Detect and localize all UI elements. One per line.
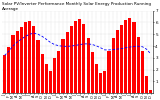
Bar	[87, 38, 90, 93]
Bar	[128, 18, 131, 93]
Bar	[24, 22, 27, 93]
Bar	[141, 51, 144, 93]
Bar	[107, 51, 111, 93]
Bar	[7, 47, 10, 93]
Bar	[116, 30, 119, 93]
Bar	[103, 71, 106, 93]
Bar	[41, 54, 44, 93]
Bar	[57, 51, 60, 93]
Bar	[66, 32, 69, 93]
Bar	[20, 27, 23, 93]
Bar	[112, 38, 115, 93]
Bar	[149, 90, 152, 93]
Bar	[3, 55, 6, 93]
Bar	[124, 20, 127, 93]
Bar	[28, 21, 31, 93]
Bar	[16, 31, 19, 93]
Bar	[11, 35, 15, 93]
Bar	[32, 26, 35, 93]
Bar	[91, 52, 94, 93]
Text: Solar PV/Inverter Performance Monthly Solar Energy Production Running Average: Solar PV/Inverter Performance Monthly So…	[2, 2, 151, 11]
Bar	[99, 72, 102, 93]
Bar	[82, 24, 85, 93]
Bar	[145, 76, 148, 93]
Bar	[132, 22, 136, 93]
Bar	[137, 37, 140, 93]
Bar	[70, 26, 73, 93]
Bar	[61, 39, 65, 93]
Bar	[74, 21, 77, 93]
Bar	[45, 64, 48, 93]
Bar	[49, 71, 52, 93]
Bar	[53, 58, 56, 93]
Bar	[36, 40, 40, 93]
Bar	[120, 25, 123, 93]
Bar	[78, 19, 81, 93]
Bar	[95, 64, 98, 93]
